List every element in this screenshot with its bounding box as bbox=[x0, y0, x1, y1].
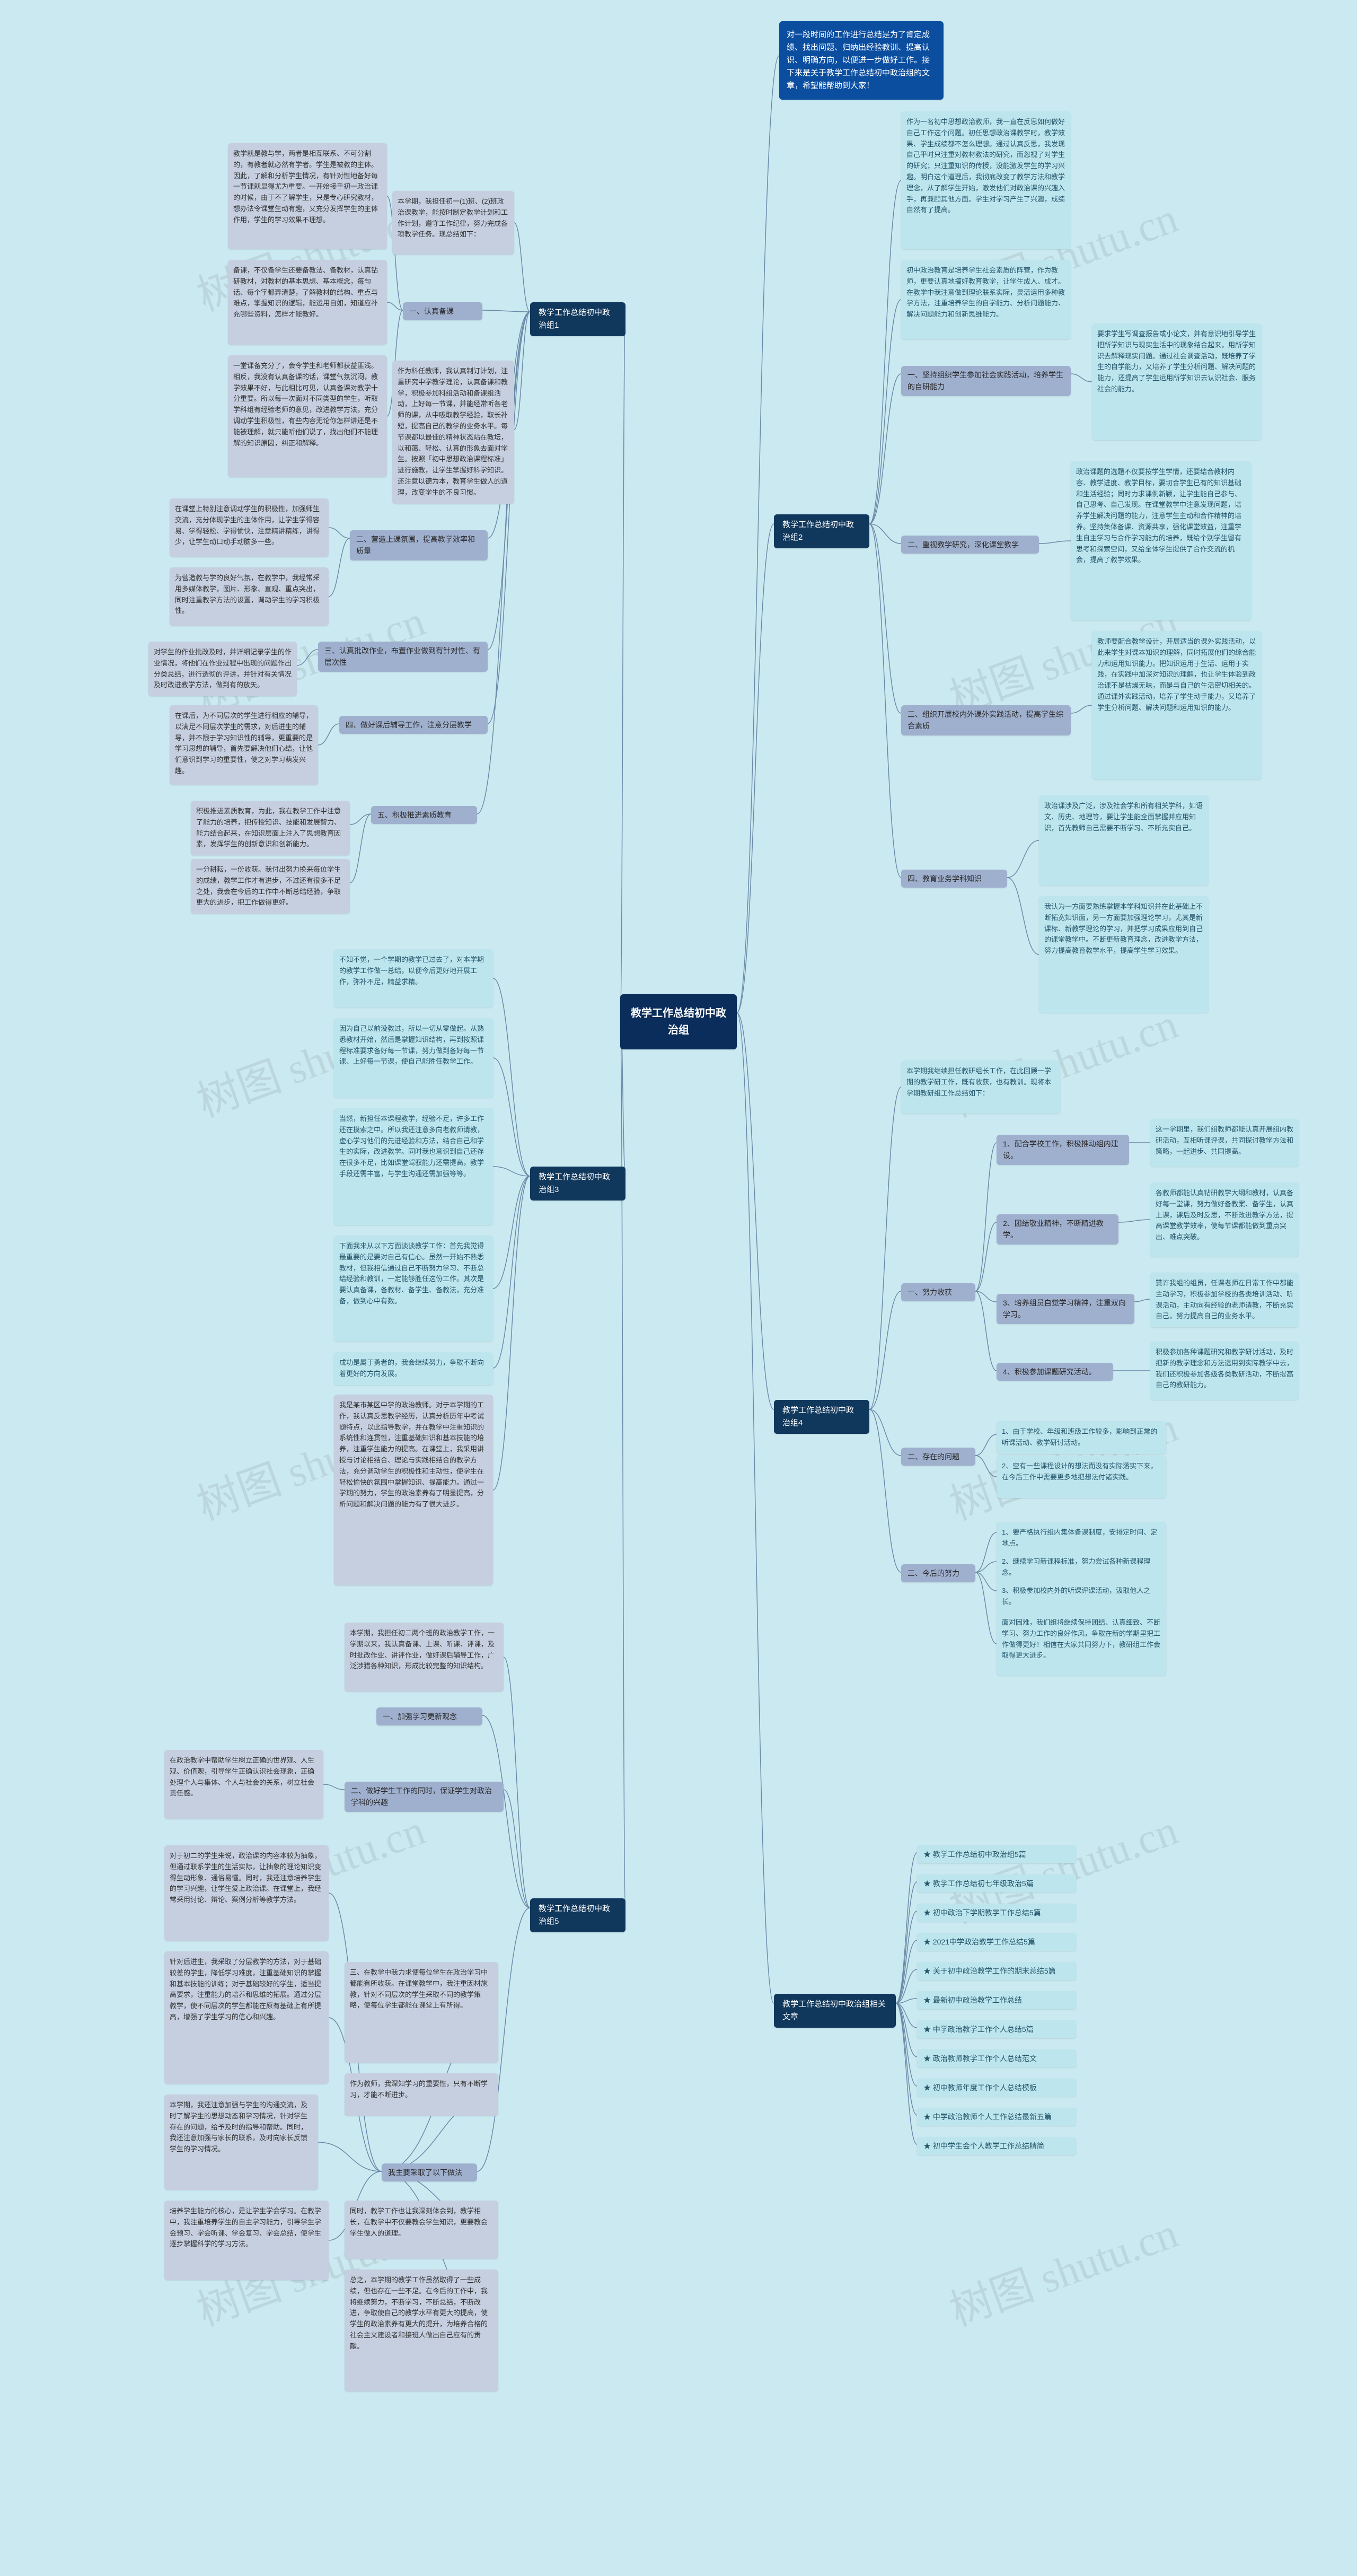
related-link[interactable]: ★ 初中政治下学期教学工作总结5篇 bbox=[917, 1904, 1076, 1922]
leaf: 政治课涉及广泛，涉及社会学和所有相关学科，如语文、历史、地理等，要让学生能全面掌… bbox=[1039, 795, 1209, 886]
leaf: 1、要严格执行组内集体备课制度，安排定时间、定地点。 bbox=[997, 1522, 1166, 1555]
sub-node[interactable]: 我主要采取了以下做法 bbox=[382, 2163, 477, 2181]
intro-text: 对一段时间的工作进行总结是为了肯定成绩、找出问题、归纳出经验教训、提高认识、明确… bbox=[779, 21, 944, 100]
leaf: 积极参加各种课题研究和教学研讨活动，及时把新的教学理念和方法运用到实际教学中去，… bbox=[1150, 1342, 1299, 1400]
leaf: 下面我来从以下方面谈谈教学工作：首先我觉得最重要的是要对自己有信心。虽然一开始不… bbox=[334, 1236, 493, 1342]
leaf: 本学期，我担任初一(1)班、(2)班政治课教学，能按时制定教学计划和工作计划，遵… bbox=[392, 191, 514, 255]
leaf: 赞许我组的组员，任课老师在日常工作中都能主动学习，积极参加学校的各类培训活动、听… bbox=[1150, 1273, 1299, 1327]
leaf: 在课后，为不同层次的学生进行相应的辅导，以满足不同层次学生的需求，对后进生的辅导… bbox=[170, 705, 318, 785]
leaf: 因为自己以前没教过，所以一切从零做起。从熟悉教材开始，然后是掌握知识结构，再到按… bbox=[334, 1018, 493, 1098]
sub-node[interactable]: 二、重视教学研究，深化课堂教学 bbox=[901, 536, 1039, 554]
sub-node[interactable]: 四、教育业务学科知识 bbox=[901, 870, 1007, 888]
leaf: 各教师都能认真钻研教学大纲和教材，认真备好每一堂课，努力做好备教案、备学生，认真… bbox=[1150, 1182, 1299, 1257]
leaf: 在政治教学中帮助学生树立正确的世界观、人生观、价值观，引导学生正确认识社会现象，… bbox=[164, 1750, 323, 1819]
leaf: 作为科任教师，我认真制订计划，注重研究中学教学理论，认真备课和教学，积极参加科组… bbox=[392, 361, 514, 504]
sub-node[interactable]: 四、做好课后辅导工作，注意分层教学 bbox=[339, 716, 488, 734]
sub-node[interactable]: 五、积极推进素质教育 bbox=[371, 806, 477, 824]
leaf: 我是某市某区中学的政治教师。对于本学期的工作，我认真反思教学经历，认真分析历年中… bbox=[334, 1395, 493, 1585]
leaf: 1、由于学校、年级和班级工作较多，影响到正常的听课活动、教学研讨活动。 bbox=[997, 1421, 1166, 1454]
related-link[interactable]: ★ 中学政治教师个人工作总结最新五篇 bbox=[917, 2108, 1076, 2126]
related-link[interactable]: ★ 教学工作总结初中政治组5篇 bbox=[917, 1845, 1076, 1863]
root-node[interactable]: 教学工作总结初中政治组 bbox=[620, 994, 737, 1049]
branch-b4[interactable]: 教学工作总结初中政治组4 bbox=[774, 1400, 869, 1434]
leaf: 对学生的作业批改及时，并详细记录学生的作业情况，将他们在作业过程中出现的问题作出… bbox=[148, 642, 297, 696]
leaf: 总之，本学期的教学工作虽然取得了一些成绩，但也存在一些不足。在今后的工作中，我将… bbox=[345, 2270, 498, 2391]
sub-node[interactable]: 二、做好学生工作的同时，保证学生对政治学科的兴趣 bbox=[345, 1782, 504, 1812]
sub-node[interactable]: 二、存在的问题 bbox=[901, 1448, 975, 1466]
sub-node[interactable]: 三、认真批改作业，布置作业做到有针对性、有层次性 bbox=[318, 642, 488, 672]
leaf: 不知不觉，一个学期的教学已过去了，对本学期的教学工作做一总结，以便今后更好地开展… bbox=[334, 949, 493, 1007]
sub-node[interactable]: 三、组织开展校内外课外实践活动，提高学生综合素质 bbox=[901, 705, 1071, 735]
leaf: 当然，新担任本课程教学，经验不足，许多工作还在摸索之中。所以我还注意多向老教师请… bbox=[334, 1108, 493, 1225]
leaf: 这一学期里，我们组教师都能认真开展组内教研活动，互相听课评课，共同探讨教学方法和… bbox=[1150, 1119, 1299, 1167]
leaf: 面对困难，我们组将继续保持团结、认真细致、不断学习、努力工作的良好作风，争取在新… bbox=[997, 1612, 1166, 1676]
leaf: 针对后进生，我采取了分层教学的方法，对于基础较差的学生，降低学习难度，注重基础知… bbox=[164, 1951, 329, 2084]
leaf: 教师要配合教学设计，开展适当的课外实践活动，以此来学生对课本知识的理解，同时拓展… bbox=[1092, 631, 1262, 779]
leaf: 要求学生写调查报告或小论文，并有意识地引导学生把所学知识与现实生活中的现象结合起… bbox=[1092, 323, 1262, 440]
branch-b2[interactable]: 教学工作总结初中政治组2 bbox=[774, 514, 869, 548]
sub-node[interactable]: 1、配合学校工作，积极推动组内建设。 bbox=[997, 1135, 1129, 1165]
leaf: 本学期我继续担任教研组长工作，在此回顾一学期的教学研工作，既有收获，也有教训。现… bbox=[901, 1061, 1060, 1114]
leaf: 成功是属于勇者的，我会继续努力，争取不断向着更好的方向发展。 bbox=[334, 1352, 493, 1385]
leaf: 本学期，我担任初二两个班的政治教学工作，一学期以来，我认真备课、上课、听课、评课… bbox=[345, 1623, 504, 1692]
related-link[interactable]: ★ 初中学生会个人教学工作总结精简 bbox=[917, 2137, 1076, 2155]
leaf: 本学期，我还注意加强与学生的沟通交流，及时了解学生的思想动态和学习情况，针对学生… bbox=[164, 2095, 318, 2190]
leaf: 对于初二的学生来说，政治课的内容本较为抽象，但通过联系学生的生活实际，让抽象的理… bbox=[164, 1845, 329, 1941]
sub-node[interactable]: 一、坚持组织学生参加社会实践活动，培养学生的自研能力 bbox=[901, 366, 1071, 396]
branch-b5[interactable]: 教学工作总结初中政治组5 bbox=[530, 1898, 625, 1932]
sub-node[interactable]: 4、积极参加课题研究活动。 bbox=[997, 1363, 1113, 1381]
related-link[interactable]: ★ 教学工作总结初七年级政治5篇 bbox=[917, 1874, 1076, 1892]
leaf: 培养学生能力的核心，是让学生学会学习。在教学中，我注重培养学生的自主学习能力，引… bbox=[164, 2201, 329, 2280]
sub-node[interactable]: 一、努力收获 bbox=[901, 1283, 975, 1301]
related-link[interactable]: ★ 初中教师年度工作个人总结模板 bbox=[917, 2079, 1076, 2097]
leaf: 2、继续学习新课程标准，努力尝试各种新课程理念。 bbox=[997, 1551, 1166, 1584]
leaf: 2、空有一些课程设计的想法而没有实际落实下来，在今后工作中需要更多地把想法付诸实… bbox=[997, 1456, 1166, 1498]
leaf: 政治课题的选题不仅要按学生学情，还要结合教材内容、教学进度、教学目标，要切合学生… bbox=[1071, 461, 1251, 620]
related-link[interactable]: ★ 关于初中政治教学工作的期末总结5篇 bbox=[917, 1962, 1076, 1980]
related-link[interactable]: ★ 2021中学政治教学工作总结5篇 bbox=[917, 1933, 1076, 1951]
leaf: 初中政治教育是培养学生社会素质的阵营，作为教师，更要认真地搞好教育教学，让学生成… bbox=[901, 260, 1071, 339]
leaf: 在课堂上特别注意调动学生的积极性，加强师生交流，充分体现学生的主体作用，让学生学… bbox=[170, 498, 329, 557]
sub-node[interactable]: 一、加强学习更新观念 bbox=[376, 1707, 482, 1725]
leaf: 教学就是教与学，两者是相互联系、不可分割的，有教者就必然有学者。学生是被教的主体… bbox=[228, 143, 387, 249]
sub-node[interactable]: 三、今后的努力 bbox=[901, 1564, 975, 1582]
sub-node[interactable]: 一、认真备课 bbox=[403, 302, 482, 320]
leaf: 作为教师，我深知学习的重要性，只有不断学习，才能不断进步。 bbox=[345, 2073, 498, 2116]
leaf: 三、在教学中我力求使每位学生在政治学习中都能有所收获。在课堂教学中，我注重因材施… bbox=[345, 1962, 498, 2063]
leaf: 积极推进素质教育，为此，我在教学工作中注意了能力的培养，把传授知识、技能和发展智… bbox=[191, 801, 350, 855]
leaf: 为营造教与学的良好气氛，在教学中，我经常采用多媒体教学，图片、形象、直观、重点突… bbox=[170, 567, 329, 626]
leaf: 同时，教学工作也让我深刻体会到，教学相长，在教学中不仅要教会学生知识，更要教会学… bbox=[345, 2201, 498, 2259]
sub-node[interactable]: 3、培养组员自觉学习精神，注重双向学习。 bbox=[997, 1294, 1134, 1324]
branch-b6[interactable]: 教学工作总结初中政治组相关文章 bbox=[774, 1994, 896, 2028]
leaf: 我认为一方面要熟练掌握本学科知识并在此基础上不断拓宽知识面，另一方面要加强理论学… bbox=[1039, 896, 1209, 1013]
branch-b1[interactable]: 教学工作总结初中政治组1 bbox=[530, 302, 625, 336]
leaf: 备课，不仅备学生还要备教法、备教材，认真钻研教材，对教材的基本思想、基本概念，每… bbox=[228, 260, 387, 345]
watermark: 树图 shutu.cn bbox=[940, 2199, 1185, 2338]
related-link[interactable]: ★ 最新初中政治教学工作总结 bbox=[917, 1991, 1076, 2009]
sub-node[interactable]: 2、团结敬业精神，不断精进教学。 bbox=[997, 1214, 1118, 1245]
leaf: 一分耕耘，一份收获。我付出努力换来每位学生的成绩，教学工作才有进步，不过还有很多… bbox=[191, 859, 350, 914]
related-link[interactable]: ★ 中学政治教学工作个人总结5篇 bbox=[917, 2020, 1076, 2038]
leaf: 3、积极参加校内外的听课评课活动，汲取他人之长。 bbox=[997, 1580, 1166, 1613]
branch-b3[interactable]: 教学工作总结初中政治组3 bbox=[530, 1167, 625, 1201]
leaf: 作为一名初中思想政治教师，我一直在反思如何做好自己工作这个问题。初任思想政治课教… bbox=[901, 111, 1071, 249]
related-link[interactable]: ★ 政治教师教学工作个人总结范文 bbox=[917, 2049, 1076, 2067]
sub-node[interactable]: 二、营造上课氛围，提高教学效率和质量 bbox=[350, 530, 488, 560]
leaf: 一堂课备充分了，会令学生和老师都获益匪浅。相反，我没有认真备课的话，课堂气氛沉闷… bbox=[228, 355, 387, 477]
